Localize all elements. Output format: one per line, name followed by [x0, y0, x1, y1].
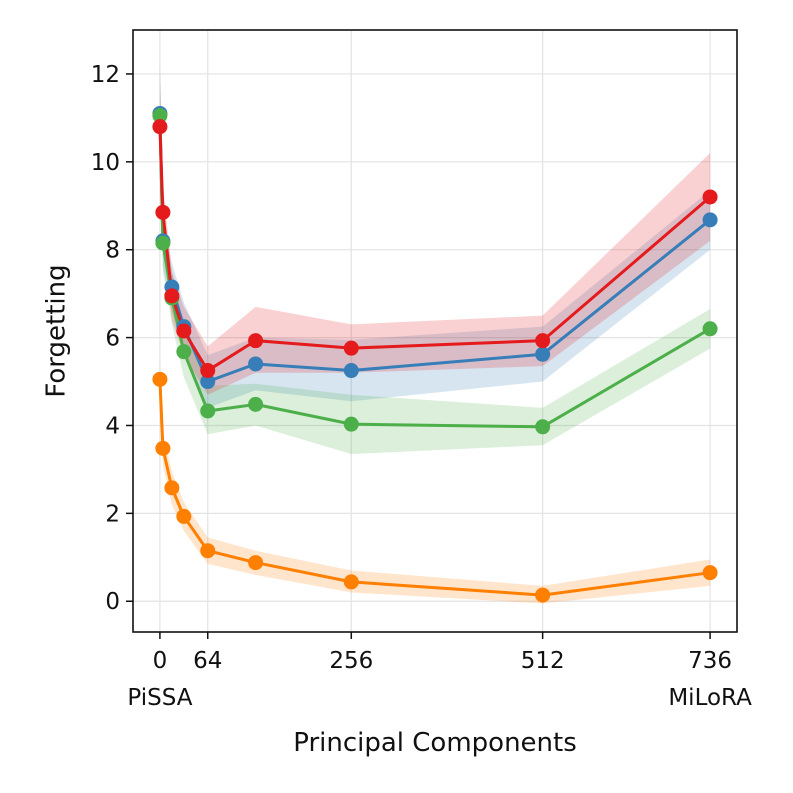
series-0-point — [535, 346, 551, 362]
series-2-point — [535, 333, 551, 349]
x-axis-label: Principal Components — [293, 728, 577, 758]
series-3-point — [176, 508, 192, 524]
series-3-point — [343, 574, 359, 590]
x-tick-label: 512 — [521, 648, 565, 674]
y-tick-label: 12 — [91, 62, 120, 88]
confidence-bands — [159, 65, 711, 604]
series-1-band — [159, 65, 711, 455]
y-tick-label: 6 — [105, 326, 120, 352]
series-3-point — [248, 555, 264, 571]
x-tick-label: 736 — [688, 648, 732, 674]
series-0-band — [159, 65, 711, 408]
series-1-point — [535, 419, 551, 435]
x-tick-sublabel: MiLoRA — [668, 685, 752, 711]
series-2-point — [200, 363, 216, 379]
y-axis-label: Forgetting — [42, 264, 72, 397]
x-tick-label: 0 — [153, 648, 168, 674]
series-1-point — [200, 403, 216, 419]
y-tick-label: 8 — [105, 238, 120, 264]
plot-frame — [132, 29, 738, 633]
series-2-point — [248, 333, 264, 349]
series-2-point — [155, 204, 171, 220]
series-1-point — [176, 344, 192, 360]
series-2-point — [152, 119, 168, 135]
series-1-point — [152, 108, 168, 124]
series-3-point — [535, 587, 551, 603]
y-tick-label: 2 — [105, 501, 120, 527]
x-tick-sublabel: PiSSA — [127, 685, 192, 711]
series-1-point — [702, 321, 718, 337]
x-tick-label: 64 — [193, 648, 222, 674]
series-2-point — [176, 323, 192, 339]
series-1-point — [343, 416, 359, 432]
series-3-point — [200, 543, 216, 559]
series-0-point — [343, 363, 359, 379]
x-tick-label: 256 — [329, 648, 373, 674]
series-points — [152, 105, 718, 603]
series-2-point — [343, 340, 359, 356]
series-3-point — [164, 480, 180, 496]
series-0-point — [702, 212, 718, 228]
y-tick-label: 0 — [105, 589, 120, 615]
series-2-point — [702, 189, 718, 205]
series-3-point — [155, 440, 171, 456]
y-tick-label: 4 — [105, 413, 120, 439]
y-tick-label: 10 — [91, 150, 120, 176]
series-3-point — [152, 371, 168, 387]
series-1-point — [248, 396, 264, 412]
series-1-point — [155, 235, 171, 251]
series-0-point — [200, 374, 216, 390]
series-3-point — [702, 565, 718, 581]
series-2-point — [164, 288, 180, 304]
series-0-point — [248, 356, 264, 372]
